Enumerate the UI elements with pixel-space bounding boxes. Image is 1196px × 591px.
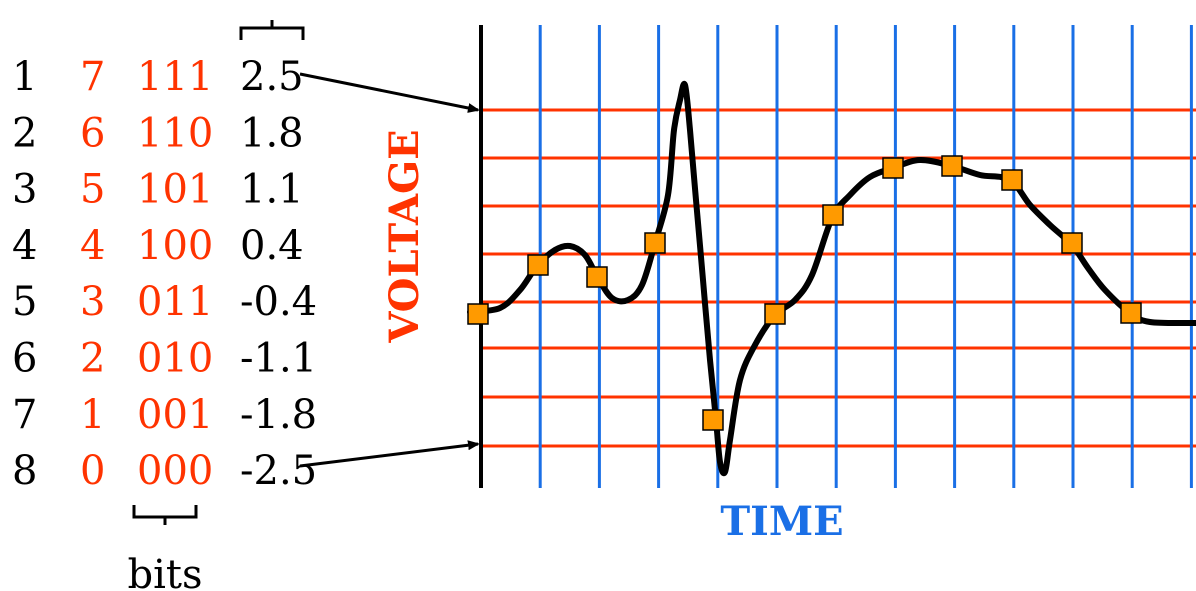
row-bits: 001 xyxy=(137,392,213,438)
sample-points xyxy=(467,155,1142,431)
sample-marker xyxy=(1061,232,1083,254)
quantization-table: 1 7 111 2.52 6 110 1.83 5 101 1.14 4 100 0.45 3 011 -0.… xyxy=(12,54,317,494)
row-level: 1 xyxy=(80,392,105,438)
row-level: 6 xyxy=(80,110,105,156)
sample-marker xyxy=(822,204,844,226)
row-bits: 000 xyxy=(137,448,213,494)
row-index: 5 xyxy=(12,279,37,325)
row-voltage: 1.1 xyxy=(240,167,304,213)
bottom-level-arrow xyxy=(299,440,480,468)
table-row: 4 4 100 0.4 xyxy=(12,223,304,269)
row-index: 6 xyxy=(12,336,37,382)
waveform-graph xyxy=(467,25,1196,488)
sample-marker xyxy=(1001,169,1023,191)
top-level-arrow xyxy=(299,72,480,113)
sample-marker xyxy=(644,232,666,254)
table-row: 2 6 110 1.8 xyxy=(12,110,304,156)
time-gridlines xyxy=(538,25,1193,488)
row-level: 0 xyxy=(80,448,105,494)
table-row: 3 5 101 1.1 xyxy=(12,167,304,213)
sample-marker xyxy=(1120,302,1142,324)
table-row: 7 1 001 -1.8 xyxy=(12,392,317,438)
row-voltage: 2.5 xyxy=(240,54,304,100)
row-bits: 110 xyxy=(137,110,213,156)
row-voltage: -1.8 xyxy=(240,392,317,438)
row-bits: 111 xyxy=(137,54,213,100)
bits-label: bits xyxy=(128,552,203,591)
row-index: 2 xyxy=(12,110,37,156)
voltage-column-bracket xyxy=(239,20,305,40)
table-row: 1 7 111 2.5 xyxy=(12,54,304,100)
table-row: 6 2 010 -1.1 xyxy=(12,336,317,382)
row-bits: 101 xyxy=(137,167,213,213)
sample-marker xyxy=(764,303,786,325)
row-bits: 011 xyxy=(137,279,213,325)
sample-marker xyxy=(702,409,724,431)
analog-waveform xyxy=(467,80,1196,477)
voltage-axis-label: VOLTAGE xyxy=(381,129,428,343)
row-voltage: 0.4 xyxy=(240,223,304,269)
row-index: 3 xyxy=(12,167,37,213)
row-level: 7 xyxy=(80,54,105,100)
row-level: 4 xyxy=(80,223,105,269)
table-row: 5 3 011 -0.4 xyxy=(12,279,317,325)
row-level: 5 xyxy=(80,167,105,213)
row-voltage: 1.8 xyxy=(240,110,304,156)
row-index: 4 xyxy=(12,223,37,269)
sample-marker xyxy=(941,155,963,177)
row-level: 2 xyxy=(80,336,105,382)
sample-marker xyxy=(882,157,904,179)
sample-marker xyxy=(586,266,608,288)
row-index: 7 xyxy=(12,392,37,438)
row-index: 8 xyxy=(12,448,37,494)
sample-marker xyxy=(467,303,489,325)
row-level: 3 xyxy=(80,279,105,325)
row-voltage: -0.4 xyxy=(240,279,317,325)
sample-marker xyxy=(527,254,549,276)
row-bits: 010 xyxy=(137,336,213,382)
time-axis-label: TIME xyxy=(720,498,843,545)
row-index: 1 xyxy=(12,54,37,100)
row-voltage: -2.5 xyxy=(240,448,317,494)
row-voltage: -1.1 xyxy=(240,336,317,382)
row-bits: 100 xyxy=(137,223,213,269)
bits-bracket xyxy=(132,505,198,525)
table-row: 8 0 000 -2.5 xyxy=(12,448,317,494)
